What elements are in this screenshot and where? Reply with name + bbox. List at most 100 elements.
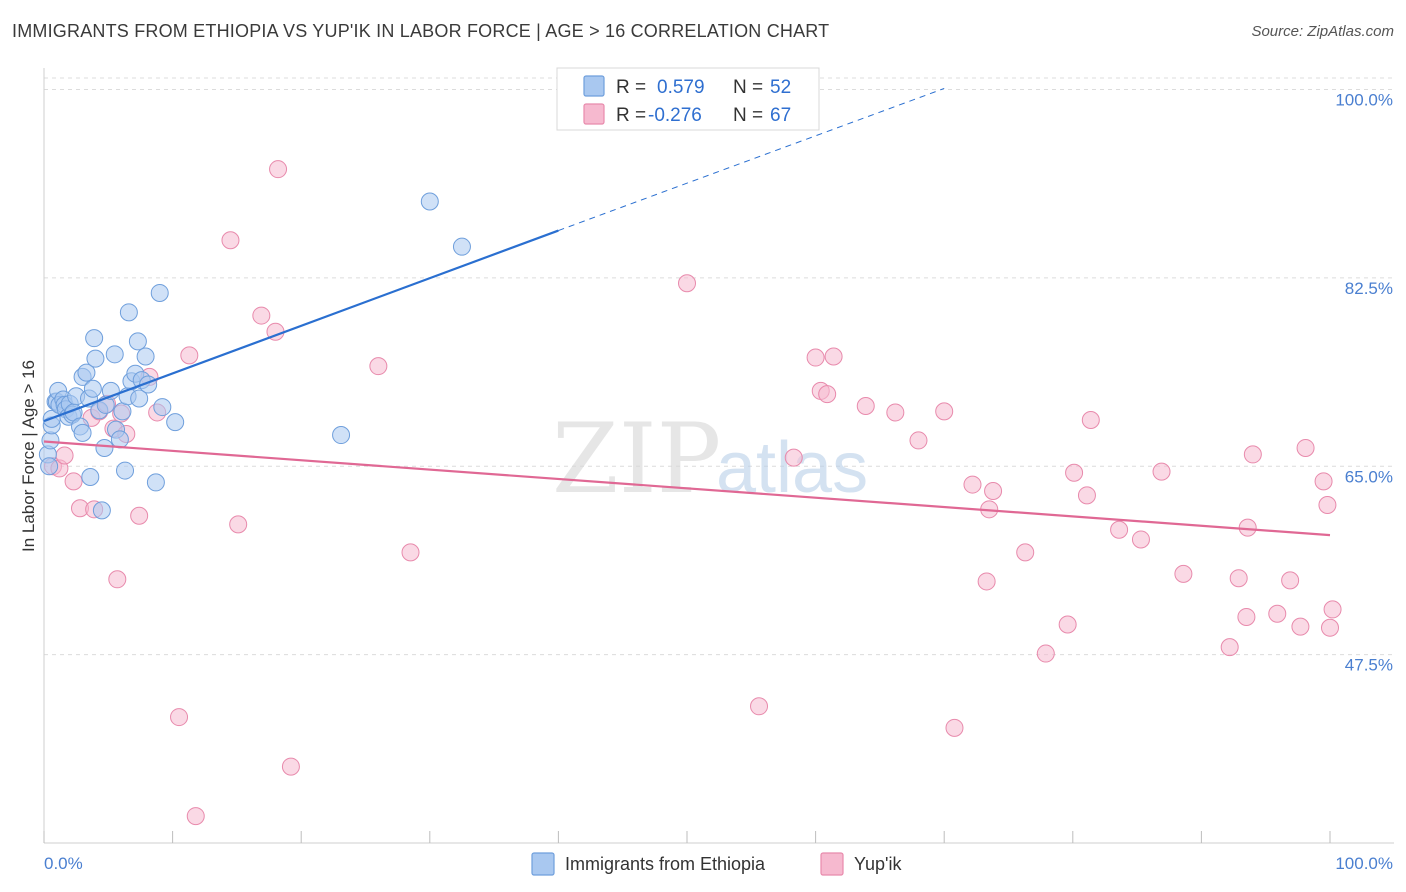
source-label: Source: ZipAtlas.com [1251, 23, 1394, 40]
point-ethiopia [86, 349, 105, 368]
point-yupik [221, 231, 240, 250]
scatter-points [38, 80, 1342, 826]
point-yupik [1229, 569, 1248, 588]
y-tick-label: 100.0% [1335, 91, 1393, 110]
watermark-zip: ZIP [552, 403, 721, 515]
legend-n-value: 52 [770, 77, 791, 98]
point-yupik [750, 697, 769, 716]
legend-n-value: 67 [770, 105, 791, 126]
point-yupik [1281, 571, 1300, 590]
legend-swatch-yupik [820, 852, 844, 876]
point-yupik [281, 757, 300, 776]
grid [44, 77, 1394, 656]
point-yupik [229, 515, 248, 534]
point-yupik [818, 385, 837, 404]
point-yupik [1314, 472, 1333, 491]
point-ethiopia [73, 423, 92, 442]
point-yupik [1077, 486, 1096, 505]
point-ethiopia [116, 461, 135, 480]
point-ethiopia [153, 398, 172, 417]
point-yupik [252, 306, 271, 325]
point-yupik [935, 402, 954, 421]
point-yupik [1110, 520, 1129, 539]
trend-line-ethiopia-extension [558, 87, 945, 232]
point-yupik [64, 472, 83, 491]
point-ethiopia [166, 413, 185, 432]
point-yupik [55, 446, 74, 465]
point-ethiopia [146, 473, 165, 492]
point-yupik [186, 807, 205, 826]
point-yupik [824, 347, 843, 366]
point-yupik [1291, 617, 1310, 636]
point-ethiopia [81, 468, 100, 487]
point-ethiopia [420, 192, 439, 211]
point-ethiopia [105, 345, 124, 364]
point-ethiopia [452, 237, 471, 256]
point-yupik [1323, 600, 1342, 619]
point-yupik [1174, 564, 1193, 583]
x-tick-label: 0.0% [44, 854, 83, 873]
legend-r-value: 0.579 [657, 77, 705, 98]
point-yupik [369, 357, 388, 376]
point-yupik [886, 403, 905, 422]
legend-series-label: Immigrants from Ethiopia [565, 854, 766, 874]
y-tick-label: 65.0% [1345, 467, 1393, 486]
trend-line-yupik [43, 440, 1331, 537]
point-yupik [1058, 615, 1077, 634]
point-ethiopia [130, 389, 149, 408]
point-yupik [1321, 618, 1339, 637]
point-yupik [1065, 463, 1084, 482]
point-yupik [1016, 543, 1035, 562]
point-yupik [1131, 530, 1150, 549]
y-tick-label: 47.5% [1345, 656, 1393, 675]
point-yupik [130, 506, 149, 525]
correlation-legend: R = 0.579 N = 52 R = -0.276 N = 67 [556, 67, 820, 131]
watermark: ZIP atlas [552, 403, 868, 515]
point-yupik [1296, 438, 1315, 457]
point-yupik [108, 570, 127, 589]
x-tick-labels: 0.0% 100.0% [44, 854, 1393, 873]
series-legend: Immigrants from Ethiopia Yup'ik [531, 852, 902, 876]
point-ethiopia [128, 332, 147, 351]
point-yupik [1318, 496, 1337, 515]
legend-series-label: Yup'ik [854, 854, 902, 874]
x-tick-label: 100.0% [1335, 854, 1393, 873]
legend-n-label: N = [733, 105, 763, 126]
point-yupik [1237, 607, 1256, 626]
trend-line-ethiopia [43, 229, 559, 423]
legend-r-value: -0.276 [648, 105, 702, 126]
point-yupik [401, 543, 420, 562]
point-ethiopia [119, 303, 138, 322]
legend-r-label: R = [616, 77, 646, 98]
point-ethiopia [40, 457, 59, 476]
point-yupik [977, 572, 996, 591]
point-yupik [963, 475, 982, 494]
point-ethiopia [85, 329, 104, 348]
y-tick-labels: 47.5% 65.0% 82.5% 100.0% [1335, 91, 1393, 675]
y-tick-label: 82.5% [1345, 279, 1393, 298]
point-yupik [1243, 445, 1262, 464]
x-ticks [43, 831, 1331, 843]
point-yupik [984, 482, 1003, 501]
point-ethiopia [41, 431, 60, 450]
trend-lines [43, 87, 1331, 537]
legend-n-label: N = [733, 77, 763, 98]
point-ethiopia [113, 402, 132, 421]
point-yupik [170, 708, 189, 727]
y-axis-title: In Labor Force | Age > 16 [19, 360, 38, 552]
point-ethiopia [136, 347, 155, 366]
point-ethiopia [150, 283, 169, 302]
point-yupik [1081, 410, 1100, 429]
point-yupik [1238, 518, 1257, 537]
point-yupik [945, 718, 964, 737]
point-yupik [806, 348, 825, 367]
point-ethiopia [77, 363, 96, 382]
legend-r-label: R = [616, 105, 646, 126]
point-yupik [1036, 644, 1055, 663]
legend-swatch-ethiopia [531, 852, 555, 876]
point-yupik [1268, 604, 1287, 623]
legend-swatch-ethiopia [583, 75, 605, 97]
point-ethiopia [95, 438, 114, 457]
point-ethiopia [83, 379, 102, 398]
point-yupik [784, 448, 803, 467]
